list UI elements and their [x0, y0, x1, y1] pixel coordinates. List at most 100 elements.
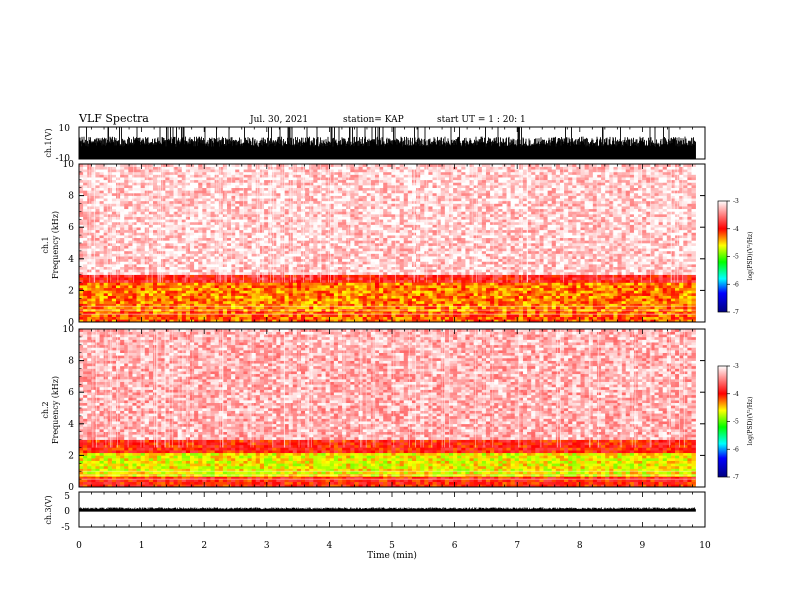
- spectrogram-cell: [465, 237, 470, 241]
- spectrogram-cell: [83, 290, 88, 294]
- spectrogram-cell: [210, 256, 215, 260]
- spectrogram-cell: [383, 293, 388, 296]
- spectrogram-cell: [83, 245, 88, 249]
- spectrogram-cell: [79, 261, 84, 265]
- spectrogram-cell: [675, 261, 680, 265]
- spectrogram-cell: [144, 311, 150, 315]
- spectrogram-cell: [387, 248, 392, 252]
- spectrogram-cell: [107, 245, 113, 249]
- spectrogram-cell: [432, 250, 437, 254]
- spectrogram-cell: [416, 316, 421, 320]
- spectrogram-cell: [613, 319, 618, 323]
- spectrogram-cell: [272, 282, 277, 286]
- spectrogram-cell: [633, 266, 639, 270]
- spectrogram-cell: [436, 243, 442, 246]
- spectrogram-cell: [354, 290, 359, 294]
- spectrogram-cell: [658, 282, 664, 286]
- spectrogram-cell: [633, 300, 639, 304]
- spectrogram-cell: [629, 264, 635, 267]
- spectrogram-cell: [633, 306, 639, 310]
- spectrogram-cell: [638, 279, 643, 283]
- spectrogram-cell: [658, 319, 664, 323]
- spectrogram-cell: [547, 237, 553, 241]
- spectrogram-cell: [95, 237, 100, 241]
- spectrogram-cell: [317, 248, 322, 252]
- spectrogram-cell: [95, 240, 100, 244]
- spectrogram-cell: [547, 245, 553, 249]
- spectrogram-cell: [247, 235, 252, 239]
- spectrogram-cell: [288, 287, 294, 291]
- spectrogram-cell: [379, 314, 384, 318]
- spectrogram-cell: [687, 279, 692, 283]
- spectrogram-cell: [494, 303, 499, 307]
- spectrogram-cell: [309, 271, 314, 275]
- spectrogram-cell: [333, 237, 339, 241]
- spectrogram-cell: [280, 298, 285, 302]
- spectrogram-cell: [194, 298, 199, 302]
- spectrogram-cell: [272, 264, 277, 267]
- spectrogram-cell: [337, 261, 343, 265]
- spectrogram-cell: [337, 277, 343, 281]
- spectrogram-cell: [601, 298, 606, 302]
- spectrogram-cell: [650, 298, 655, 302]
- spectrogram-cell: [457, 300, 462, 304]
- spectrogram-cell: [354, 266, 359, 270]
- spectrogram-cell: [140, 314, 146, 318]
- spectrogram-cell: [128, 271, 133, 275]
- spectrogram-cell: [572, 303, 577, 307]
- spectrogram-cell: [132, 240, 137, 244]
- spectrogram-cell: [99, 274, 104, 278]
- spectrogram-cell: [263, 277, 269, 281]
- spectrogram-cell: [157, 253, 162, 257]
- spectrogram-cell: [226, 245, 232, 249]
- spectrogram-cell: [428, 235, 433, 239]
- spectrogram-cell: [226, 269, 232, 273]
- spectrogram-cell: [91, 300, 96, 304]
- spectrogram-cell: [136, 287, 141, 291]
- spectrogram-cell: [366, 293, 372, 296]
- spectrogram-cell: [444, 261, 450, 265]
- spectrogram-cell: [362, 282, 368, 286]
- spectrogram-cell: [494, 243, 499, 246]
- spectrogram-cell: [239, 256, 244, 260]
- spectrogram-cell: [580, 279, 585, 283]
- spectrogram-cell: [136, 298, 141, 302]
- spectrogram-cell: [136, 282, 141, 286]
- spectrogram-cell: [111, 271, 117, 275]
- spectrogram-cell: [670, 282, 676, 286]
- spectrogram-cell: [144, 287, 150, 291]
- spectrogram-cell: [370, 295, 376, 299]
- spectrogram-cell: [638, 264, 643, 267]
- spectrogram-cell: [83, 269, 88, 273]
- spectrogram-cell: [683, 287, 688, 291]
- spectrogram-cell: [629, 293, 635, 296]
- spectrogram-cell: [391, 264, 396, 267]
- spectrogram-cell: [173, 243, 178, 246]
- spectrogram-cell: [416, 298, 421, 302]
- spectrogram-cell: [251, 319, 257, 323]
- spectrogram-cell: [218, 253, 224, 257]
- spectrogram-cell: [543, 290, 548, 294]
- spectrogram-cell: [510, 256, 516, 260]
- spectrogram-cell: [518, 298, 524, 302]
- spectrogram-cell: [177, 256, 183, 260]
- spectrogram-cell: [325, 279, 331, 283]
- spectrogram-cell: [99, 258, 104, 262]
- spectrogram-cell: [531, 282, 536, 286]
- spectrogram-cell: [420, 285, 425, 289]
- spectrogram-cell: [231, 240, 236, 244]
- spectrogram-cell: [650, 285, 655, 289]
- spectrogram-cell: [107, 279, 113, 283]
- spectrogram-cell: [403, 274, 409, 278]
- spectrogram-cell: [317, 314, 322, 318]
- spectrogram-cell: [111, 269, 117, 273]
- spectrogram-cell: [181, 277, 187, 281]
- spectrogram-cell: [243, 253, 248, 257]
- spectrogram-cell: [642, 240, 647, 244]
- spectrogram-cell: [666, 243, 672, 246]
- spectrogram-cell: [436, 282, 442, 286]
- spectrogram-cell: [337, 293, 343, 296]
- spectrogram-cell: [243, 266, 248, 270]
- spectrogram-cell: [243, 293, 248, 296]
- spectrogram-cell: [263, 319, 269, 323]
